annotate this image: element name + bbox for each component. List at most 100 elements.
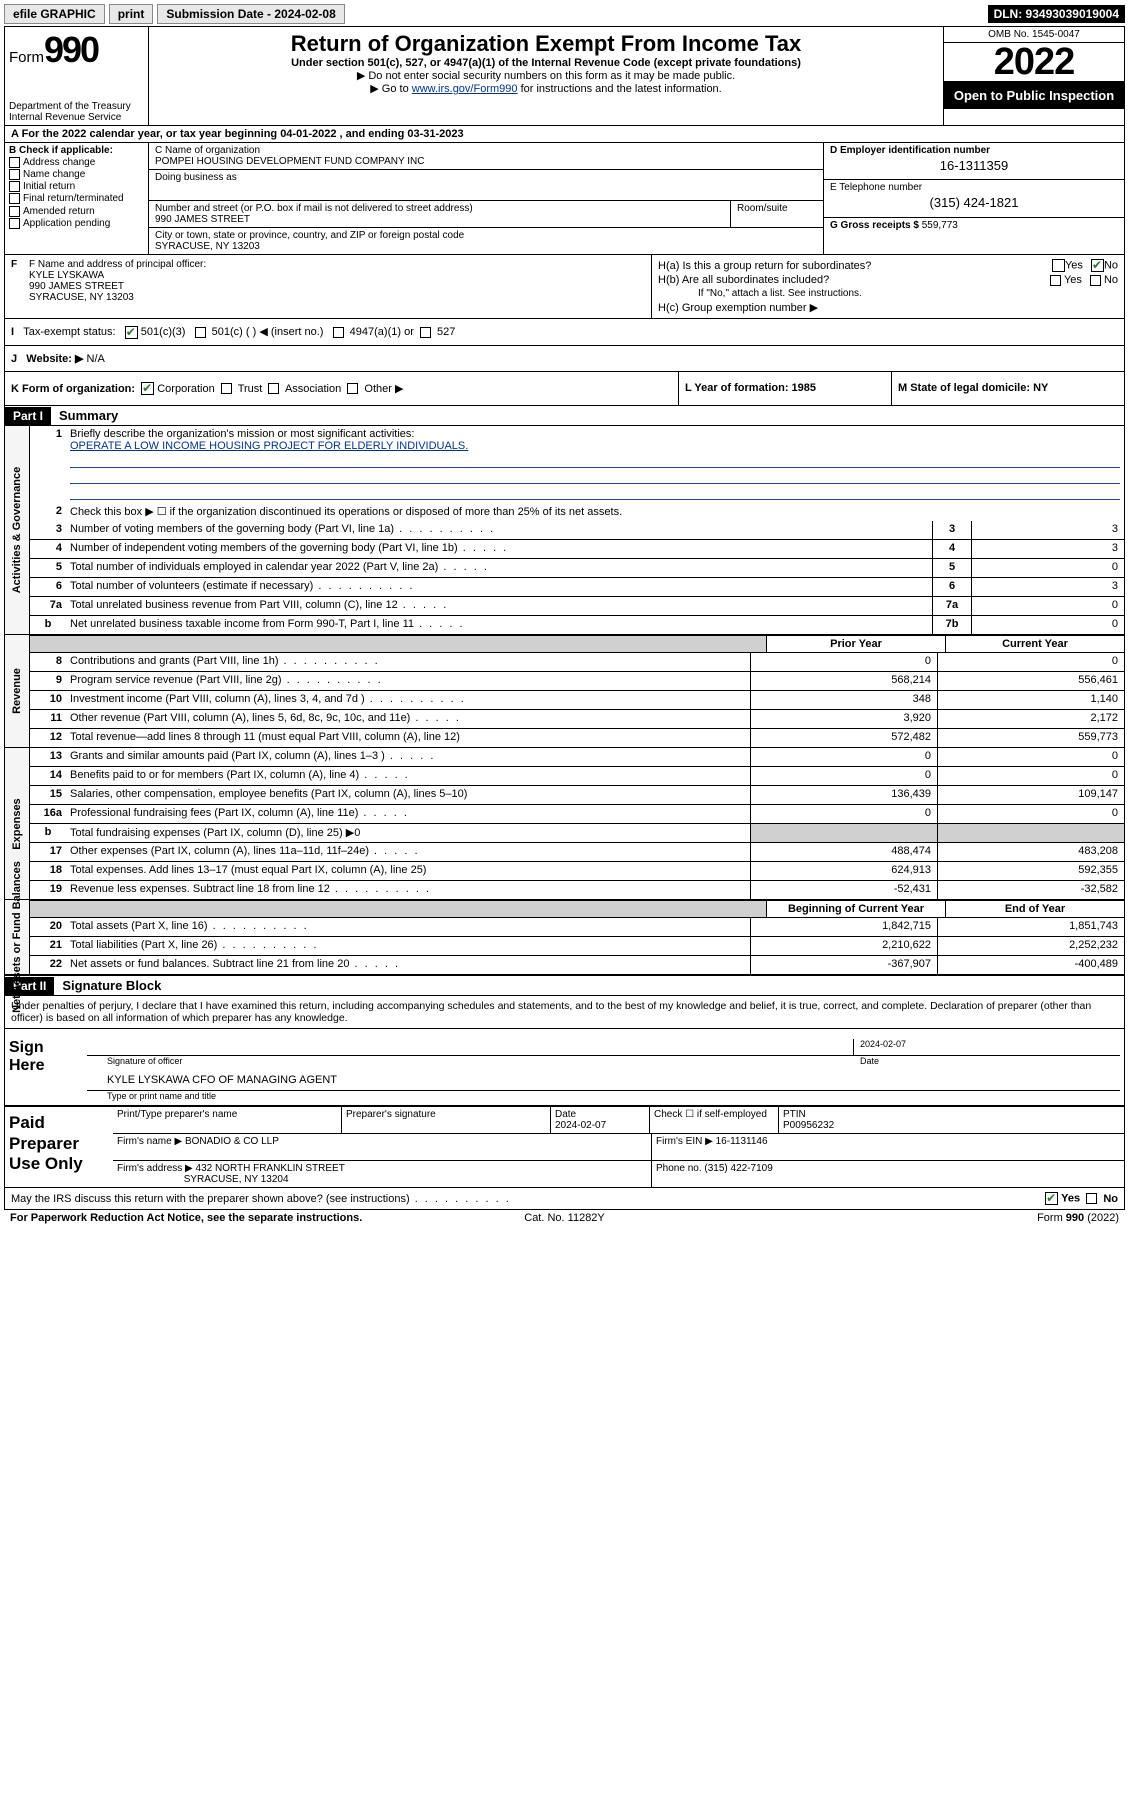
chk-address-change[interactable] xyxy=(9,157,20,168)
form-title: Return of Organization Exempt From Incom… xyxy=(153,31,939,57)
city-value: SYRACUSE, NY 13203 xyxy=(155,241,260,252)
gross-value: 559,773 xyxy=(922,220,958,231)
firm-addr1: 432 NORTH FRANKLIN STREET xyxy=(196,1163,345,1174)
c10: 1,140 xyxy=(937,691,1124,709)
l4-text: Number of independent voting members of … xyxy=(66,540,932,558)
h-c-label: H(c) Group exemption number ▶ xyxy=(658,301,1118,314)
l4-val: 3 xyxy=(971,540,1124,558)
print-button[interactable]: print xyxy=(109,4,154,24)
row-a-period: A For the 2022 calendar year, or tax yea… xyxy=(5,126,1124,143)
row-j-website: J Website: ▶ N/A xyxy=(5,346,1124,372)
tax-year: 2022 xyxy=(944,43,1124,82)
p15: 136,439 xyxy=(750,786,937,804)
header-mid: Return of Organization Exempt From Incom… xyxy=(149,27,943,125)
c12: 559,773 xyxy=(937,729,1124,747)
addr-label: Number and street (or P.O. box if mail i… xyxy=(155,203,473,214)
sign-here-label: Sign Here xyxy=(5,1029,83,1105)
l7b-val: 0 xyxy=(971,616,1124,634)
part1-badge: Part I xyxy=(5,407,51,425)
p20: 1,842,715 xyxy=(750,918,937,936)
instructions-link[interactable]: www.irs.gov/Form990 xyxy=(412,83,518,95)
h-note: If "No," attach a list. See instructions… xyxy=(658,288,1118,299)
chk-final-return[interactable] xyxy=(9,193,20,204)
chk-other[interactable] xyxy=(347,383,358,394)
firm-ein: 16-1131146 xyxy=(716,1136,768,1147)
discuss-yes[interactable] xyxy=(1045,1192,1058,1205)
chk-amended[interactable] xyxy=(9,206,20,217)
officer-printed-name: KYLE LYSKAWA CFO OF MANAGING AGENT xyxy=(87,1074,1120,1090)
h-a-yes[interactable] xyxy=(1052,259,1065,272)
chk-corp[interactable] xyxy=(141,382,154,395)
l5-val: 0 xyxy=(971,559,1124,577)
c8: 0 xyxy=(937,653,1124,671)
gross-label: G Gross receipts $ xyxy=(830,220,922,231)
ein-label: D Employer identification number xyxy=(830,145,1118,156)
c21: 2,252,232 xyxy=(937,937,1124,955)
header-left: Form990 Department of the Treasury Inter… xyxy=(5,27,149,125)
row-i: I Tax-exempt status: 501(c)(3) 501(c) ( … xyxy=(5,319,1124,346)
section-net-assets: Net Assets or Fund Balances Beginning of… xyxy=(5,900,1124,976)
c9: 556,461 xyxy=(937,672,1124,690)
col-h: H(a) Is this a group return for subordin… xyxy=(652,255,1124,318)
addr-value: 990 JAMES STREET xyxy=(155,214,250,225)
dln-badge: DLN: 93493039019004 xyxy=(988,5,1125,23)
blank-line xyxy=(70,469,1120,484)
org-name-label: C Name of organization xyxy=(155,145,260,156)
l3-text: Number of voting members of the governin… xyxy=(66,521,932,539)
open-to-public: Open to Public Inspection xyxy=(944,82,1124,109)
l7a-val: 0 xyxy=(971,597,1124,615)
blank-line xyxy=(70,453,1120,468)
c22: -400,489 xyxy=(937,956,1124,974)
chk-app-pending[interactable] xyxy=(9,218,20,229)
l7a-text: Total unrelated business revenue from Pa… xyxy=(66,597,932,615)
l6-text: Total number of volunteers (estimate if … xyxy=(66,578,932,596)
sig-date: 2024-02-07 xyxy=(853,1039,1120,1055)
p19: -52,431 xyxy=(750,881,937,899)
l2-text: Check this box ▶ ☐ if the organization d… xyxy=(66,503,1124,521)
p8: 0 xyxy=(750,653,937,671)
paid-preparer-row: Paid Preparer Use Only Print/Type prepar… xyxy=(5,1107,1124,1188)
form-word: Form xyxy=(9,49,44,66)
section-expenses: Expenses 13Grants and similar amounts pa… xyxy=(5,748,1124,900)
chk-4947[interactable] xyxy=(333,327,344,338)
form-header: Form990 Department of the Treasury Inter… xyxy=(5,27,1124,126)
c14: 0 xyxy=(937,767,1124,785)
l7b-text: Net unrelated business taxable income fr… xyxy=(66,616,932,634)
officer-addr: 990 JAMES STREET xyxy=(29,281,124,292)
col-f-officer: F F Name and address of principal office… xyxy=(5,255,652,318)
chk-501c[interactable] xyxy=(195,327,206,338)
discuss-no[interactable] xyxy=(1086,1193,1097,1204)
form-sub2: ▶ Do not enter social security numbers o… xyxy=(153,69,939,82)
h-b-no[interactable] xyxy=(1090,275,1101,286)
officer-name: KYLE LYSKAWA xyxy=(29,270,104,281)
p9: 568,214 xyxy=(750,672,937,690)
vtab-revenue: Revenue xyxy=(5,635,30,747)
print-name-label: Type or print name and title xyxy=(87,1091,1120,1101)
chk-name-change[interactable] xyxy=(9,169,20,180)
vtab-governance: Activities & Governance xyxy=(5,426,30,634)
form-container: Form990 Department of the Treasury Inter… xyxy=(4,26,1125,1210)
block-bc: B Check if applicable: Address change Na… xyxy=(5,143,1124,255)
h-a-no[interactable] xyxy=(1091,259,1104,272)
header-right: OMB No. 1545-0047 2022 Open to Public In… xyxy=(943,27,1124,125)
section-revenue: Revenue Prior Year Current Year 8Contrib… xyxy=(5,635,1124,748)
firm-phone: (315) 422-7109 xyxy=(704,1163,772,1174)
h-b-label: H(b) Are all subordinates included? xyxy=(658,274,1042,286)
c17: 483,208 xyxy=(937,843,1124,861)
p18: 624,913 xyxy=(750,862,937,880)
h-b-yes[interactable] xyxy=(1050,275,1061,286)
chk-assoc[interactable] xyxy=(268,383,279,394)
part2-header-row: Part II Signature Block xyxy=(5,976,1124,996)
c16b-shade xyxy=(937,824,1124,842)
officer-label: F Name and address of principal officer: xyxy=(29,259,206,270)
part1-header-row: Part I Summary xyxy=(5,406,1124,426)
efile-badge: efile GRAPHIC xyxy=(4,4,105,24)
chk-501c3[interactable] xyxy=(125,326,138,339)
h-a-label: H(a) Is this a group return for subordin… xyxy=(658,260,1044,272)
chk-trust[interactable] xyxy=(221,383,232,394)
chk-initial-return[interactable] xyxy=(9,181,20,192)
mission-text: OPERATE A LOW INCOME HOUSING PROJECT FOR… xyxy=(70,440,468,452)
sig-date-label: Date xyxy=(854,1056,1120,1066)
chk-527[interactable] xyxy=(420,327,431,338)
year-formation: L Year of formation: 1985 xyxy=(678,372,891,406)
